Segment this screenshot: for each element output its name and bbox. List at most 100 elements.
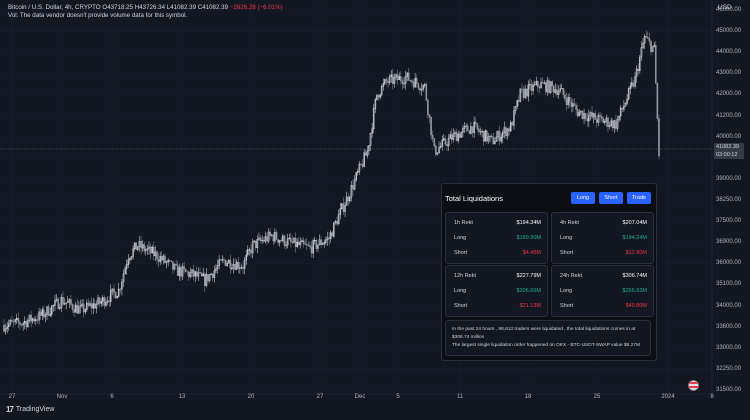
candle-body <box>597 114 600 123</box>
card-head-value: $227.79M <box>516 273 541 279</box>
candle-body <box>398 76 401 81</box>
candle-body <box>551 81 554 87</box>
candle-body <box>55 298 58 301</box>
candle-body <box>296 241 299 248</box>
tradingview-logo[interactable]: 17 TradingView <box>6 405 54 414</box>
candle-body <box>487 136 490 142</box>
card-head-label: 12h Rekt <box>454 273 477 279</box>
candle-body <box>194 271 197 277</box>
candle-body <box>384 79 386 84</box>
short-button[interactable]: Short <box>599 192 623 204</box>
close-value: 41082.39 <box>202 4 229 11</box>
candle-body <box>310 246 313 254</box>
candle-body <box>117 288 120 297</box>
candle-body <box>162 255 165 261</box>
candle-body <box>573 103 576 106</box>
close-label: C <box>197 4 203 11</box>
candle-body <box>352 185 354 190</box>
candle-body <box>127 259 130 265</box>
candle-body <box>355 172 357 180</box>
candle-body <box>557 90 560 95</box>
candle-body <box>111 288 114 291</box>
candle-body <box>447 138 450 147</box>
candle-body <box>414 78 416 88</box>
candle-body <box>525 88 528 97</box>
candle-body <box>86 302 88 310</box>
candle-body <box>60 297 63 308</box>
candle-body <box>364 152 367 156</box>
candle-body <box>647 36 649 39</box>
candle-body <box>379 94 381 98</box>
card-head-label: 4h Rekt <box>560 220 579 226</box>
candle-body <box>513 110 515 126</box>
candle-body <box>390 74 393 77</box>
price-tick-label: 43000.00 <box>716 70 742 77</box>
candle-body <box>615 120 617 129</box>
candle-body <box>58 307 61 309</box>
candle-body <box>302 240 305 244</box>
candle-body <box>446 143 448 147</box>
candle-body <box>307 244 310 246</box>
candle-body <box>486 130 488 142</box>
candle-body <box>613 120 616 129</box>
low-label: L <box>166 4 171 11</box>
candle-body <box>103 297 106 306</box>
candle-body <box>216 265 219 269</box>
candle-body <box>428 114 431 118</box>
candle-body <box>618 115 620 120</box>
candle-body <box>106 300 109 303</box>
candle-body <box>232 264 235 269</box>
candle-body <box>361 164 364 167</box>
candle-body <box>651 46 654 52</box>
tv-mark-icon: 17 <box>6 405 14 414</box>
candle-body <box>369 133 372 146</box>
candle-body <box>478 128 480 133</box>
candle-body <box>320 239 322 245</box>
candle-body <box>256 239 259 249</box>
trade-button[interactable]: Trade <box>627 192 651 204</box>
candle-body <box>580 110 582 113</box>
card-head-value: $306.74M <box>622 273 647 279</box>
candle-body <box>392 74 394 84</box>
candle-body <box>138 241 141 247</box>
date-tick-label: 27 <box>8 394 16 400</box>
candle-body <box>423 84 426 86</box>
candle-body <box>116 296 118 299</box>
card-long-value: $206.66M <box>516 288 541 294</box>
candle-body <box>323 242 326 245</box>
candle-body <box>286 238 289 246</box>
candle-body <box>145 249 147 252</box>
card-head-value: $194.34M <box>516 220 541 226</box>
candle-body <box>650 40 652 52</box>
candle-body <box>35 319 37 322</box>
candle-body <box>200 272 203 277</box>
price-tick-label: 35100.00 <box>716 281 742 288</box>
high-label: H <box>134 4 140 11</box>
candle-body <box>14 319 16 322</box>
candle-body <box>419 87 421 91</box>
candle-body <box>298 241 300 246</box>
card-short-value: $4.45M <box>522 250 541 256</box>
us-flag-icon[interactable] <box>688 380 699 391</box>
price-tick-label: 39000.00 <box>716 175 742 182</box>
candle-body <box>143 244 146 252</box>
candle-body <box>186 271 189 273</box>
candle-body <box>600 116 603 119</box>
candle-body <box>264 236 267 242</box>
card-head-label: 24h Rekt <box>560 273 583 279</box>
candle-body <box>133 242 136 250</box>
candle-body <box>154 251 157 257</box>
candle-body <box>623 106 625 110</box>
candle-body <box>130 256 133 259</box>
candle-body <box>156 251 158 260</box>
long-button[interactable]: Long <box>571 192 595 204</box>
candle-body <box>545 82 547 93</box>
card-short-value: $40.80M <box>625 303 647 309</box>
candle-body <box>184 268 187 272</box>
candle-body <box>132 248 134 257</box>
candle-body <box>589 112 592 116</box>
candle-body <box>294 237 297 248</box>
candle-body <box>39 311 42 316</box>
price-tick-label: 41200.00 <box>716 112 742 119</box>
date-tick-label: 8 <box>710 394 714 400</box>
